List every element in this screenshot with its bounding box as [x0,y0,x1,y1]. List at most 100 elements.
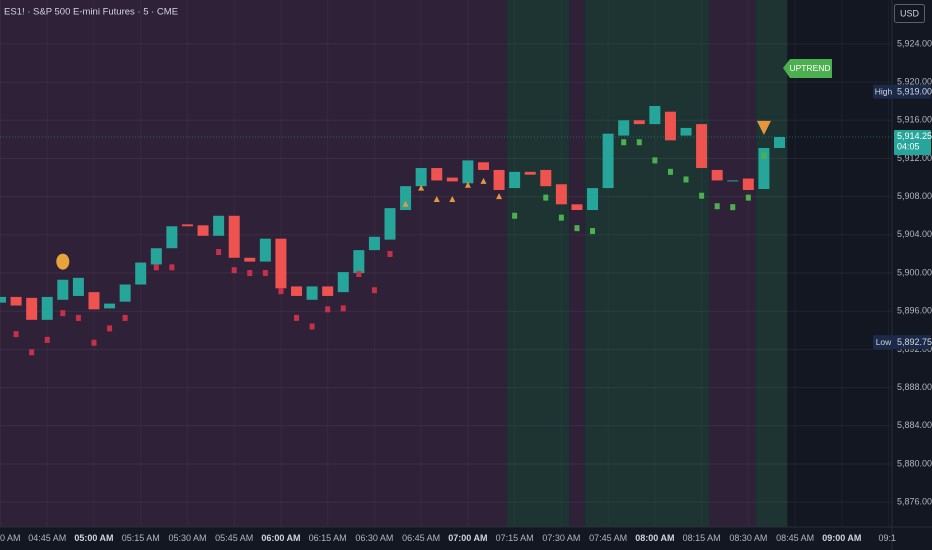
candle-body [602,133,614,189]
annotation-box [783,59,832,78]
candle-body [72,277,84,296]
x-tick-label: 07:45 AM [589,533,627,543]
x-tick-label: 09:00 AM [822,533,861,543]
signal-marker [512,212,518,219]
signal-marker [745,194,751,201]
candle-body [727,180,739,182]
candle-body [353,250,365,274]
x-tick-label: 05:15 AM [122,533,160,543]
y-tick-label: 5,900.00 [897,267,932,277]
signal-marker [247,270,253,277]
y-tick-label: 5,896.00 [897,306,932,316]
candle-body [181,224,193,227]
signal-marker [169,264,175,271]
signal-marker [340,305,346,312]
low-label: Low [876,337,892,347]
candle-body [742,178,754,190]
session-zone [0,0,507,527]
signal-marker [122,314,128,321]
x-tick-label: 06:15 AM [309,533,347,543]
session-zone [709,0,757,527]
candle-body [711,169,723,181]
session-zone [506,0,570,527]
session-zone [584,0,710,527]
signal-marker [543,194,549,201]
signal-marker [29,349,35,356]
x-tick-label: 05:45 AM [215,533,253,543]
x-tick-label: 05:30 AM [168,533,206,543]
y-tick-label: 5,904.00 [897,229,932,239]
signal-marker [449,196,456,203]
currency-box[interactable] [894,4,925,23]
signal-marker [480,177,487,184]
x-tick-label: 09:1 [879,533,897,543]
candle-body [758,147,770,190]
candle-body [587,188,599,211]
low-value-box [894,335,931,350]
signal-marker [496,193,503,200]
signal-marker [683,176,689,183]
signal-marker [699,192,705,199]
signal-marker [107,325,113,332]
y-tick-label: 5,908.00 [897,191,932,201]
candle-body [57,279,69,300]
y-tick-label: 5,912.00 [897,153,932,163]
candle-body [415,168,427,187]
candle-body [477,162,489,170]
candle-body [259,238,271,262]
signal-marker [574,225,580,232]
session-zone [756,0,788,527]
low-value: 5,892.75 [897,337,932,347]
candle-body [524,171,536,175]
session-zone [569,0,585,527]
currency: USD [900,8,920,18]
signal-marker [418,184,425,191]
low-label-box [873,335,894,350]
x-tick-label: 05:00 AM [74,533,113,543]
x-tick-label: 06:30 AM [355,533,393,543]
y-tick-label: 5,888.00 [897,382,932,392]
candle-body [571,204,583,211]
candle-body [88,292,100,310]
candle-body [197,225,209,236]
candle-body [384,208,396,240]
candle-body [41,296,53,320]
signal-marker [13,331,19,338]
candle-body [493,169,505,190]
signal-marker [44,336,50,343]
x-tick-label: 06:00 AM [261,533,300,543]
candle-body [104,303,116,309]
candle-body [540,169,552,187]
candle-body [680,127,692,136]
candle-body [150,248,162,265]
plot-area [0,0,892,527]
last-price: 5,914.25 [897,131,932,141]
chart-title: ES1! · S&P 500 E-mini Futures · 5 · CME [4,7,178,18]
signal-marker [75,314,81,321]
signal-marker [730,204,736,211]
x-tick-label: 08:00 AM [635,533,674,543]
candle-body [446,177,458,182]
signal-marker [56,253,70,270]
x-tick-label: 07:30 AM [542,533,580,543]
candle-body [633,120,645,125]
x-tick-label: 06:45 AM [402,533,440,543]
candle-body [696,124,708,169]
candle-body [0,296,6,303]
high-value-box [894,84,931,99]
candle-body [291,286,303,296]
candle-body [649,105,661,125]
y-tick-label: 5,924.00 [897,38,932,48]
candle-body [213,215,225,236]
candle-body [119,284,131,302]
signal-marker [371,287,377,294]
y-tick-label: 5,880.00 [897,458,932,468]
signal-marker [231,267,237,274]
signal-marker [325,306,331,313]
signal-marker [387,250,393,257]
high-label-box [873,84,894,99]
signal-marker [590,228,596,235]
signal-marker [636,139,642,146]
